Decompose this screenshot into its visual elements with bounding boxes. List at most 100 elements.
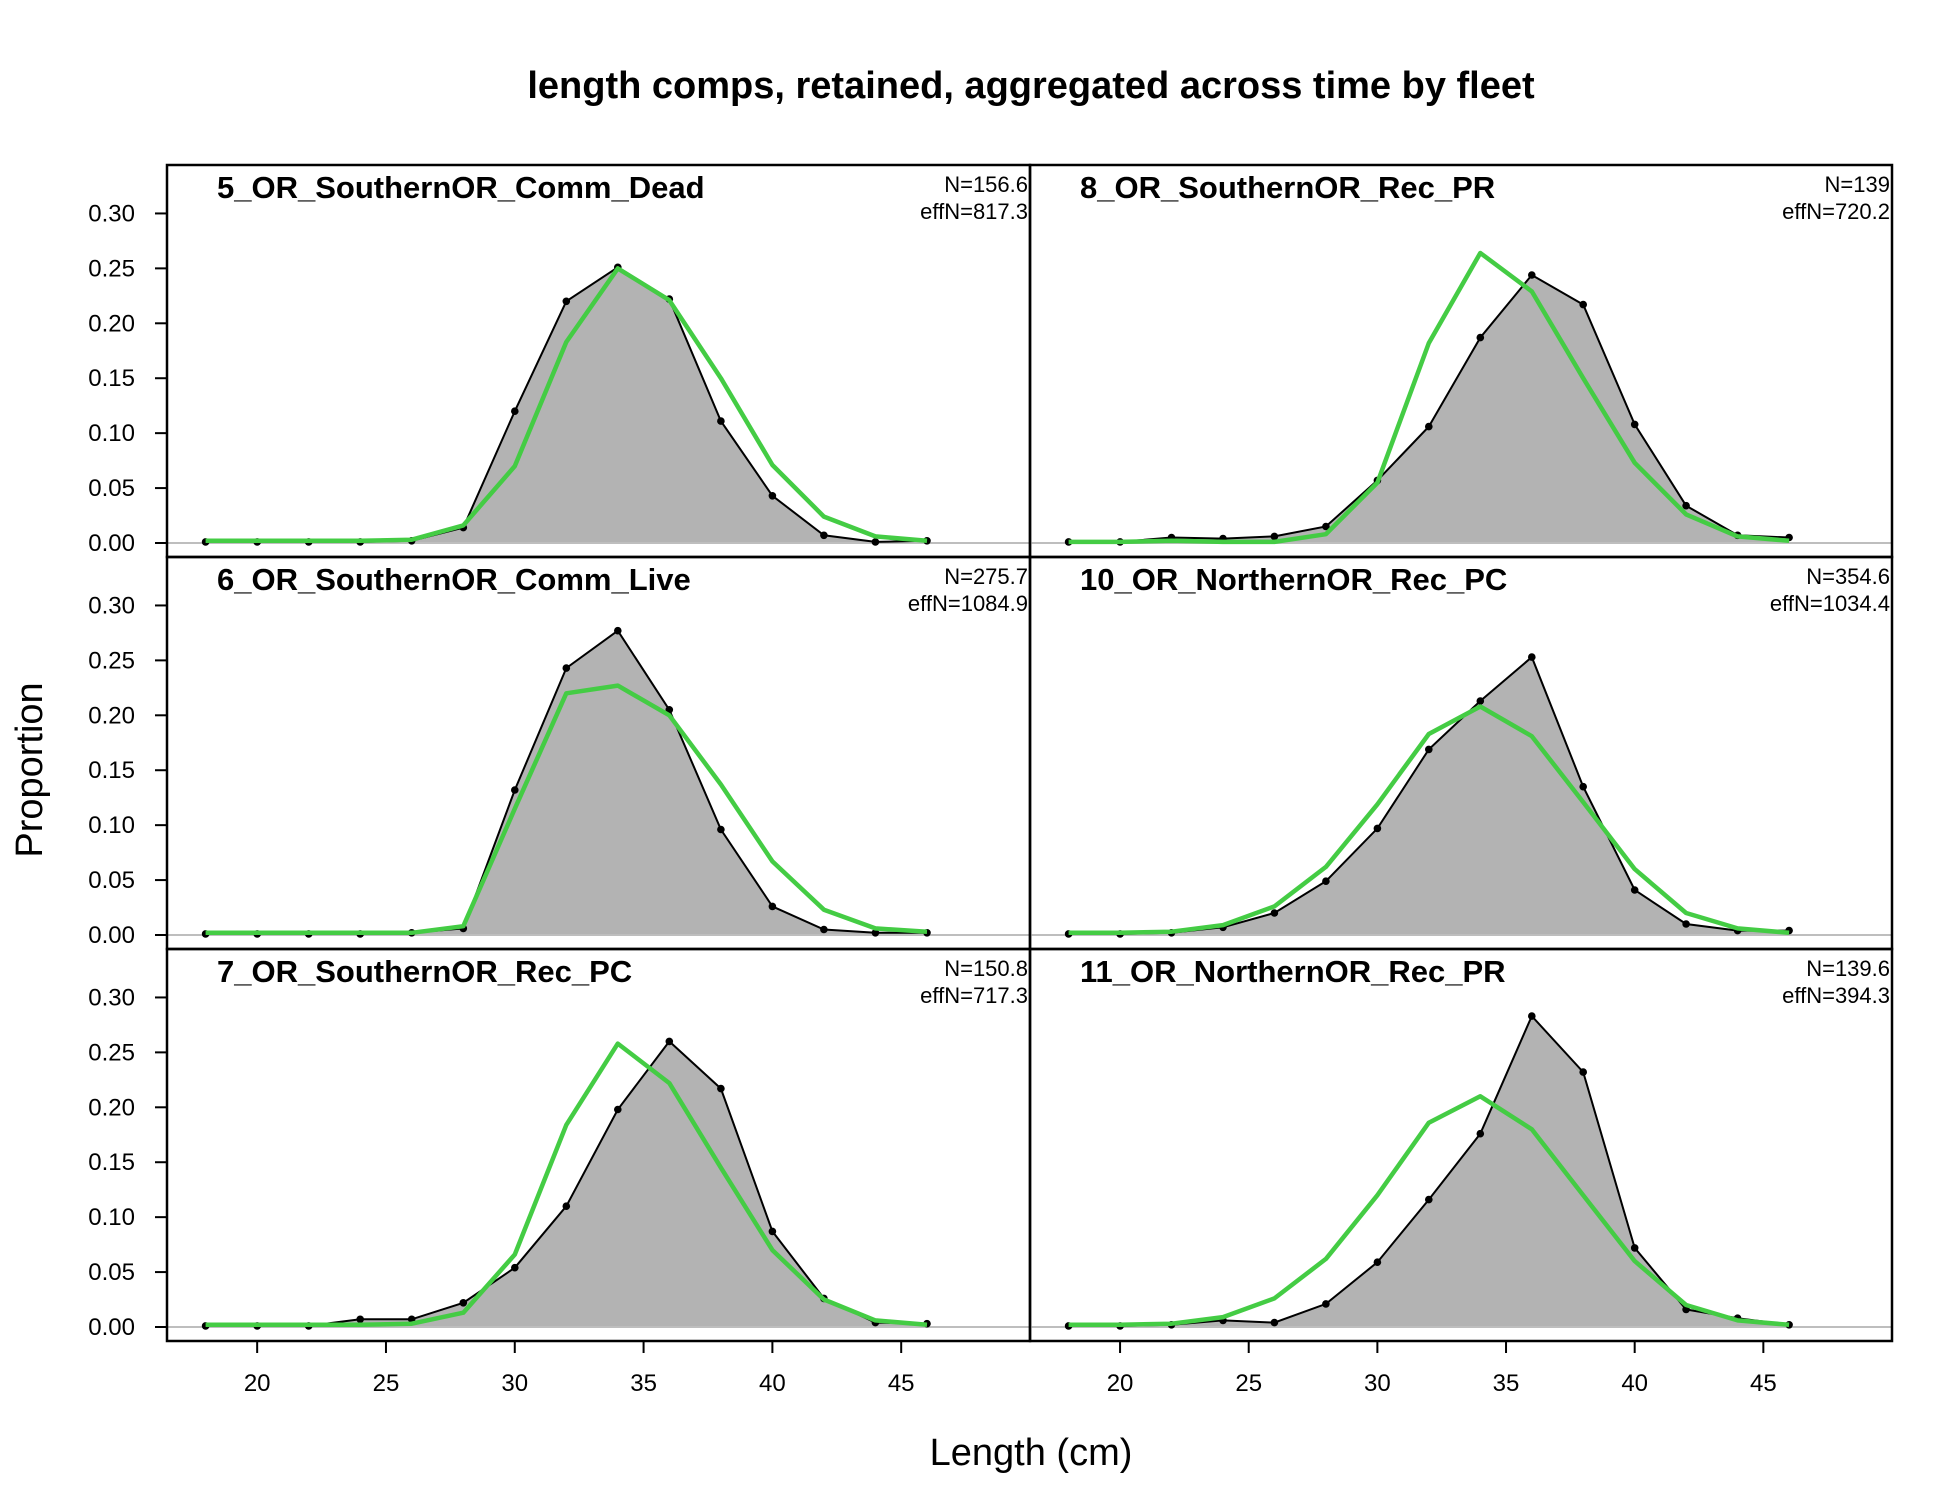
observed-point	[1579, 782, 1587, 791]
observed-point	[717, 825, 725, 834]
panels-layer: 5_OR_SouthernOR_Comm_Dead N=156.6effN=817…	[88, 163, 1894, 1397]
effn-label: effN=1084.9	[908, 591, 1028, 616]
observed-point	[1270, 909, 1279, 917]
effn-label: effN=1034.4	[1770, 591, 1890, 616]
observed-point	[820, 925, 828, 934]
observed-point	[1270, 532, 1279, 541]
observed-point	[1579, 1068, 1587, 1076]
n-label: N=156.6	[944, 172, 1028, 197]
x-tick-label: 40	[1621, 1370, 1648, 1397]
observed-point	[665, 1037, 674, 1046]
n-label: N=275.7	[944, 564, 1028, 589]
observed-point	[820, 531, 828, 540]
observed-point	[562, 1202, 571, 1210]
y-tick-label: 0.15	[88, 1149, 135, 1176]
panel-title: 7_OR_SouthernOR_Rec_PC	[217, 954, 632, 989]
y-tick-label: 0.25	[88, 647, 135, 674]
observed-point	[768, 902, 777, 911]
observed-point	[1630, 1244, 1639, 1252]
panel-title: 8_OR_SouthernOR_Rec_PR	[1080, 170, 1495, 205]
observed-point	[1528, 653, 1536, 661]
y-tick-label: 0.05	[88, 867, 135, 894]
observed-point	[459, 1299, 468, 1307]
observed-point	[1425, 745, 1433, 754]
y-tick-label: 0.15	[88, 365, 135, 392]
y-axis-title: Proportion	[9, 682, 51, 857]
y-tick-label: 0.10	[88, 812, 135, 839]
observed-point	[1476, 697, 1485, 705]
observed-point	[871, 929, 880, 937]
n-label: N=139.6	[1806, 956, 1890, 981]
observed-point	[511, 1263, 519, 1272]
observed-point	[1630, 420, 1639, 429]
expected-line	[1068, 250, 1790, 545]
y-tick-label: 0.25	[88, 255, 135, 282]
x-tick-label: 40	[759, 1370, 786, 1397]
x-tick-label: 45	[1750, 1370, 1777, 1397]
observed-point	[768, 492, 777, 500]
observed-point	[1630, 886, 1639, 894]
x-tick-label: 30	[1364, 1370, 1391, 1397]
panel-frame	[1028, 947, 1894, 1343]
effn-label: effN=817.3	[920, 199, 1028, 224]
observed-point	[1682, 501, 1690, 510]
n-label: N=150.8	[944, 956, 1028, 981]
observed-point	[356, 1315, 365, 1324]
panel-1: 5_OR_SouthernOR_Comm_Dead N=156.6effN=817…	[88, 163, 1032, 559]
effn-label: effN=720.2	[1782, 199, 1890, 224]
y-tick-label: 0.20	[88, 702, 135, 729]
y-tick-label: 0.20	[88, 310, 135, 337]
n-label: N=139	[1825, 172, 1890, 197]
observed-point	[1322, 877, 1330, 885]
expected-line	[1068, 1094, 1790, 1328]
observed-point	[1270, 1318, 1279, 1327]
x-tick-label: 20	[244, 1370, 271, 1397]
y-tick-label: 0.30	[88, 592, 135, 619]
observed-point	[1425, 422, 1433, 431]
observed-point	[717, 417, 725, 425]
observed-point	[614, 1105, 622, 1114]
effn-label: effN=394.3	[1782, 983, 1890, 1008]
panel-title: 6_OR_SouthernOR_Comm_Live	[217, 562, 691, 597]
y-tick-label: 0.15	[88, 757, 135, 784]
observed-area	[1068, 275, 1790, 543]
observed-point	[768, 1227, 777, 1236]
expected-line	[205, 1041, 928, 1328]
observed-area	[1068, 657, 1790, 935]
n-label: N=354.6	[1806, 564, 1890, 589]
x-tick-label: 30	[501, 1370, 528, 1397]
observed-point	[871, 538, 880, 546]
expected-line	[1068, 704, 1790, 936]
panel-title: 11_OR_NorthernOR_Rec_PR	[1080, 954, 1506, 989]
y-tick-label: 0.25	[88, 1039, 135, 1066]
y-tick-label: 0.30	[88, 200, 135, 227]
observed-point	[562, 297, 571, 306]
expected-line	[205, 266, 928, 544]
y-tick-label: 0.10	[88, 1204, 135, 1231]
x-tick-label: 20	[1107, 1370, 1134, 1397]
y-tick-label: 0.00	[88, 1314, 135, 1341]
y-tick-label: 0.00	[88, 530, 135, 557]
panel-title: 5_OR_SouthernOR_Comm_Dead	[217, 170, 705, 205]
effn-label: effN=717.3	[920, 983, 1028, 1008]
y-tick-label: 0.05	[88, 1259, 135, 1286]
y-tick-label: 0.10	[88, 420, 135, 447]
observed-area	[1068, 1016, 1790, 1327]
y-tick-label: 0.20	[88, 1094, 135, 1121]
observed-point	[1425, 1195, 1433, 1204]
observed-point	[511, 407, 519, 416]
observed-point	[511, 786, 519, 794]
x-tick-label: 25	[373, 1370, 400, 1397]
observed-point	[562, 664, 571, 672]
observed-point	[1682, 920, 1690, 928]
panel-3: 6_OR_SouthernOR_Comm_Live N=275.7effN=108…	[88, 555, 1032, 951]
x-tick-label: 35	[630, 1370, 657, 1397]
x-axis-title: Length (cm)	[930, 1432, 1133, 1474]
observed-point	[717, 1084, 725, 1093]
chart-title: length comps, retained, aggregated acros…	[527, 65, 1535, 107]
observed-point	[1528, 271, 1536, 279]
y-tick-label: 0.30	[88, 984, 135, 1011]
observed-point	[614, 626, 622, 635]
